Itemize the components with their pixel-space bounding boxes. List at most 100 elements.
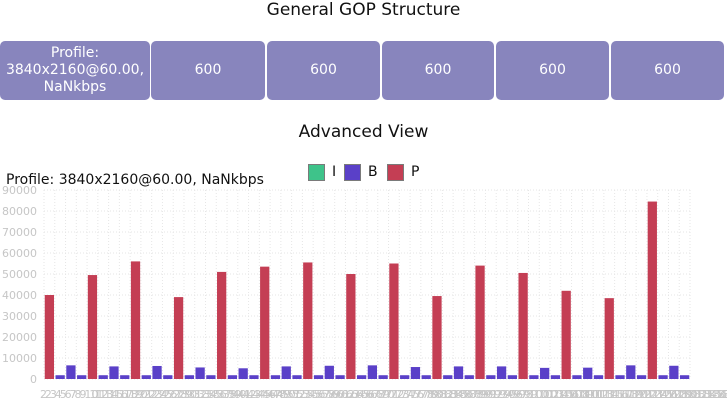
x-tick-label: 134 — [696, 388, 717, 401]
bar-b-frame — [443, 375, 453, 379]
x-tick-label: 20 — [134, 388, 148, 401]
x-tick-label: 80 — [430, 388, 444, 401]
x-tick-label: 26 — [163, 388, 177, 401]
x-tick-label: 18 — [124, 388, 138, 401]
bar-p-frame — [44, 295, 55, 379]
x-tick-label: 58 — [321, 388, 335, 401]
legend-label-i: I — [332, 164, 337, 180]
advanced-view-title: Advanced View — [298, 122, 429, 142]
legend-item-b[interactable]: B — [344, 162, 378, 182]
x-tick-label: 122 — [637, 388, 658, 401]
bar-b-frame — [658, 375, 668, 379]
x-tick-label: 109 — [573, 388, 594, 401]
x-tick-label: 51 — [287, 388, 301, 401]
bar-b-frame — [238, 368, 248, 379]
gop-cell[interactable]: 600 — [151, 41, 265, 100]
legend-item-p[interactable]: P — [387, 162, 419, 182]
x-tick-label: 61 — [336, 388, 350, 401]
x-tick-label: 33 — [198, 388, 212, 401]
x-tick-label: 63 — [346, 388, 360, 401]
frame-size-bar-chart: 0 10000 20000 30000 40000 50000 60000 70000 8000… — [2, 186, 727, 401]
x-tick-label: 132 — [687, 388, 708, 401]
bar-b-frame — [109, 366, 119, 379]
x-tick-label: 35 — [208, 388, 222, 401]
x-tick-label: 79 — [425, 388, 439, 401]
bar-b-frame — [486, 375, 496, 379]
bar-b-frame — [421, 375, 431, 379]
legend-swatch-i — [308, 163, 325, 181]
x-tick-label: 70 — [381, 388, 395, 401]
bar-b-frame — [636, 375, 647, 379]
x-tick-label: 45 — [257, 388, 271, 401]
bar-b-frame — [55, 375, 65, 379]
x-tick-label: 14 — [104, 388, 118, 401]
y-tick-label: 0 — [30, 373, 37, 386]
x-tick-label: 31 — [188, 388, 202, 401]
bar-b-frame — [324, 365, 334, 379]
x-tick-label: 93 — [494, 388, 508, 401]
x-tick-label: 138 — [716, 388, 727, 401]
x-tick-label: 50 — [282, 388, 296, 401]
bar-p-frame — [432, 296, 442, 379]
bar-b-frame — [464, 375, 474, 379]
x-tick-label: 44 — [252, 388, 266, 401]
x-tick-label: 101 — [534, 388, 555, 401]
bar-b-frame — [281, 366, 291, 379]
bar-b-frame — [496, 366, 507, 379]
x-tick-label: 121 — [632, 388, 653, 401]
x-tick-label: 95 — [504, 388, 518, 401]
y-tick-label: 60000 — [2, 247, 37, 260]
x-tick-label: 106 — [558, 388, 579, 401]
x-tick-label: 29 — [178, 388, 192, 401]
bar-p-frame — [87, 275, 98, 379]
bar-b-frame — [120, 375, 130, 379]
y-tick-label: 20000 — [2, 331, 37, 344]
x-tick-label: 75 — [405, 388, 419, 401]
x-tick-label: 32 — [193, 388, 207, 401]
x-tick-label: 131 — [682, 388, 703, 401]
x-tick-label: 88 — [469, 388, 483, 401]
x-tick-label: 65 — [356, 388, 370, 401]
bar-b-frame — [163, 375, 173, 379]
x-tick-label: 5 — [60, 388, 67, 401]
x-tick-label: 105 — [553, 388, 574, 401]
bar-b-frame — [367, 365, 378, 379]
bar-b-frame — [626, 365, 636, 379]
gop-cell[interactable]: 600 — [496, 41, 609, 100]
bar-b-frame — [66, 365, 76, 379]
x-tick-label: 47 — [267, 388, 281, 401]
x-tick-label: 108 — [568, 388, 589, 401]
x-tick-label: 66 — [361, 388, 375, 401]
bar-p-frame — [303, 262, 313, 379]
x-tick-label: 135 — [701, 388, 722, 401]
bar-b-frame — [335, 375, 345, 379]
gop-cell-profile[interactable]: Profile: 3840x2160@60.00, NaNkbps — [0, 41, 150, 100]
x-tick-label: 6 — [65, 388, 72, 401]
x-tick-label: 62 — [341, 388, 355, 401]
gop-cell[interactable]: 600 — [382, 41, 494, 100]
x-tick-label: 16 — [114, 388, 128, 401]
bar-b-frame — [77, 375, 87, 379]
gop-cell[interactable]: 600 — [611, 41, 724, 100]
x-tick-label: 59 — [326, 388, 340, 401]
x-tick-label: 100 — [529, 388, 550, 401]
x-tick-label: 13 — [99, 388, 113, 401]
x-tick-label: 34 — [203, 388, 217, 401]
x-tick-label: 56 — [311, 388, 325, 401]
x-tick-label: 15 — [109, 388, 123, 401]
gop-cell[interactable]: 600 — [267, 41, 380, 100]
x-tick-label: 67 — [366, 388, 380, 401]
x-tick-label: 57 — [316, 388, 330, 401]
x-tick-label: 114 — [598, 388, 619, 401]
bar-b-frame — [529, 375, 539, 379]
x-tick-label: 139 — [721, 388, 727, 401]
bar-b-frame — [356, 375, 367, 379]
x-tick-label: 136 — [706, 388, 727, 401]
x-tick-label: 74 — [400, 388, 414, 401]
x-tick-label: 8 — [75, 388, 82, 401]
x-tick-label: 77 — [415, 388, 429, 401]
x-tick-label: 52 — [292, 388, 306, 401]
x-tick-label: 41 — [237, 388, 251, 401]
legend-item-i[interactable]: I — [308, 162, 336, 182]
x-tick-label: 111 — [583, 388, 604, 401]
